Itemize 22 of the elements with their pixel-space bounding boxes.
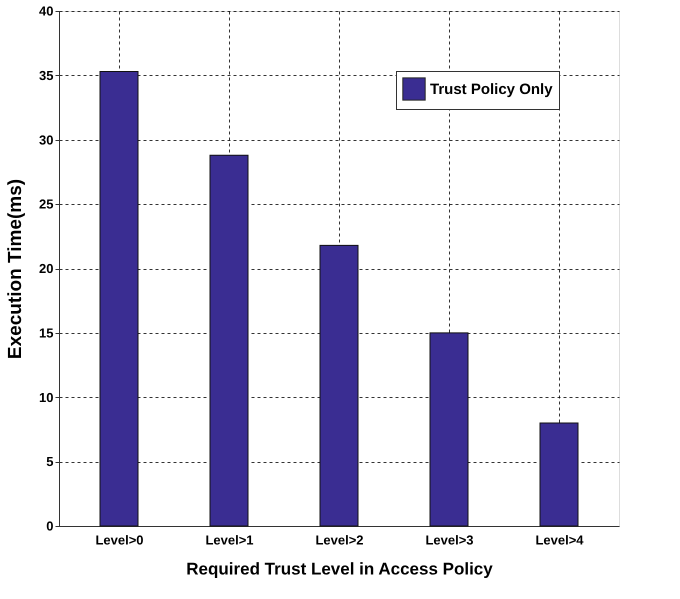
x-tick-label: Level>4 bbox=[535, 532, 584, 548]
y-axis-title: Execution Time(ms) bbox=[5, 178, 26, 360]
legend-label: Trust Policy Only bbox=[430, 81, 554, 98]
bar bbox=[540, 422, 578, 526]
y-tick-label: 30 bbox=[39, 132, 54, 148]
x-axis-title: Required Trust Level in Access Policy bbox=[186, 560, 494, 578]
x-tick-label: Level>1 bbox=[205, 532, 254, 548]
bar bbox=[210, 154, 248, 526]
x-tick-label: Level>3 bbox=[425, 532, 474, 548]
y-tick-label: 10 bbox=[39, 390, 54, 405]
y-tick-label: 20 bbox=[39, 261, 54, 276]
bar bbox=[100, 71, 138, 526]
y-tick-label: 35 bbox=[39, 68, 54, 83]
y-tick-label: 15 bbox=[39, 325, 54, 340]
bar bbox=[430, 332, 468, 526]
bar bbox=[320, 244, 358, 526]
y-tick-label: 5 bbox=[46, 454, 54, 470]
y-tick-label: 40 bbox=[39, 4, 54, 18]
y-tick-label: 25 bbox=[39, 196, 54, 212]
y-tick-label: 0 bbox=[46, 518, 54, 534]
x-tick-label: Level>2 bbox=[315, 532, 364, 548]
x-tick-label: Level>0 bbox=[95, 532, 144, 548]
